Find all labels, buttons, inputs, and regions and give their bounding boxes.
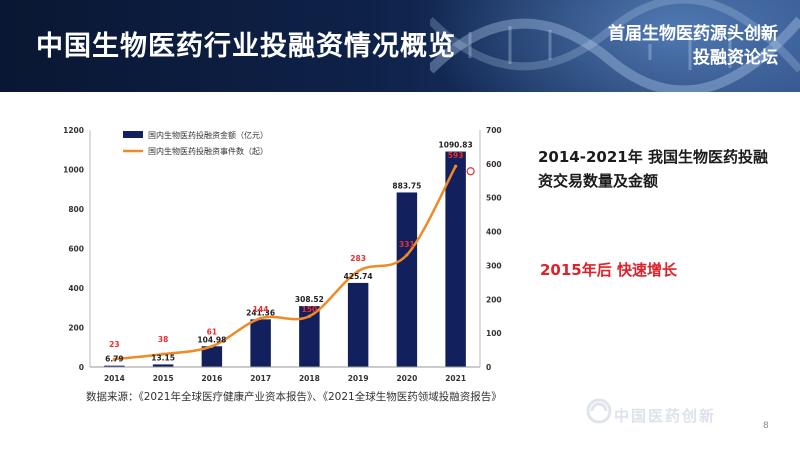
y-tick-right-label: 600 [486, 160, 502, 169]
line-value-label: 593 [448, 151, 464, 160]
forum-line-1: 首届生物医药源头创新 [608, 24, 778, 44]
legend-bar-label: 国内生物医药投融资金额（亿元） [148, 130, 268, 140]
line-value-label: 38 [158, 335, 168, 344]
x-tick-label: 2017 [250, 374, 271, 383]
bar-value-label: 308.52 [295, 295, 324, 304]
bar-amount [299, 306, 320, 367]
watermark-text: 中国医药创新 [614, 407, 717, 425]
financing-chart: 6.79 13.15 104.98 241.36 308.52 425.74 883.75 1… [50, 118, 520, 388]
x-tick-label: 2021 [445, 374, 466, 383]
bar-value-label: 104.98 [197, 335, 226, 344]
y-tick-right-label: 700 [486, 126, 502, 135]
growth-highlight: 2015年后 快速增长 [540, 261, 677, 279]
line-value-label: 23 [109, 340, 119, 349]
line-point [259, 316, 263, 320]
watermark-logo-icon [586, 398, 612, 424]
legend-line-label: 国内生物医药投融资事件数（起） [148, 146, 268, 156]
bar-value-label: 883.75 [392, 181, 421, 190]
bar-value-label: 6.79 [105, 355, 124, 364]
y-tick-right-label: 400 [486, 228, 502, 237]
bar-value-label: 241.36 [246, 308, 275, 317]
line-point [356, 269, 360, 273]
line-value-label: 150 [302, 305, 318, 314]
y-tick-left-label: 0 [79, 363, 84, 372]
line-value-label: 331 [399, 240, 415, 249]
bar-value-label: 13.15 [151, 353, 175, 362]
line-point [161, 352, 165, 356]
bar-amount [250, 319, 271, 367]
header-glow [420, 0, 800, 92]
bar-amount [104, 365, 125, 367]
legend-bar-swatch [123, 131, 143, 138]
chart-headline: 2014-2021年 我国生物医药投融 资交易数量及金额 [538, 145, 768, 193]
x-tick-label: 2014 [104, 374, 125, 383]
bar-amount [152, 364, 174, 367]
bar-amount [445, 151, 466, 367]
x-tick-label: 2020 [396, 374, 417, 383]
bar-amount [347, 282, 369, 367]
last-point-marker [466, 167, 475, 176]
line-point [405, 253, 409, 257]
bar-value-label: 425.74 [344, 272, 373, 281]
y-tick-right-label: 100 [486, 329, 502, 338]
bar-amount [396, 192, 418, 367]
y-tick-left-label: 200 [68, 324, 84, 333]
dna-helix-icon [430, 0, 800, 92]
line-point [454, 164, 458, 168]
x-tick-label: 2016 [201, 374, 222, 383]
chart-svg: 6.79 13.15 104.98 241.36 308.52 425.74 883.75 1… [63, 126, 502, 383]
y-tick-left-label: 600 [68, 245, 84, 254]
line-value-label: 61 [207, 327, 217, 336]
line-point [307, 314, 311, 318]
page-number: 8 [763, 421, 769, 431]
forum-name: 首届生物医药源头创新 投融资论坛 [548, 22, 778, 70]
y-tick-right-label: 500 [486, 194, 502, 203]
y-tick-left-label: 1000 [63, 166, 84, 175]
line-point [112, 357, 116, 361]
data-source-note: 数据来源：《2021年全球医疗健康产业资本报告》、《2021全球生物医药领域投融… [86, 391, 502, 403]
y-tick-right-label: 200 [486, 295, 502, 304]
y-tick-left-label: 1200 [63, 126, 84, 135]
y-tick-left-label: 400 [68, 284, 84, 293]
x-tick-label: 2019 [348, 374, 369, 383]
y-tick-right-label: 300 [486, 261, 502, 270]
line-value-label: 283 [350, 254, 366, 263]
forum-line-2: 投融资论坛 [693, 48, 778, 68]
page-title: 中国生物医药行业投融资情况概览 [36, 31, 456, 62]
y-tick-left-label: 800 [68, 205, 84, 214]
x-tick-label: 2018 [299, 374, 320, 383]
headline-line-2: 资交易数量及金额 [538, 172, 659, 190]
y-tick-right-label: 0 [486, 363, 491, 372]
headline-line-1: 2014-2021年 我国生物医药投融 [538, 148, 768, 166]
bar-amount [201, 346, 223, 367]
bar-value-label: 1090.83 [439, 141, 473, 150]
header-banner: 中国生物医药行业投融资情况概览 首届生物医药源头创新 投融资论坛 [0, 0, 800, 92]
x-tick-label: 2015 [153, 374, 174, 383]
line-value-label: 144 [253, 305, 269, 314]
line-point [210, 344, 214, 348]
